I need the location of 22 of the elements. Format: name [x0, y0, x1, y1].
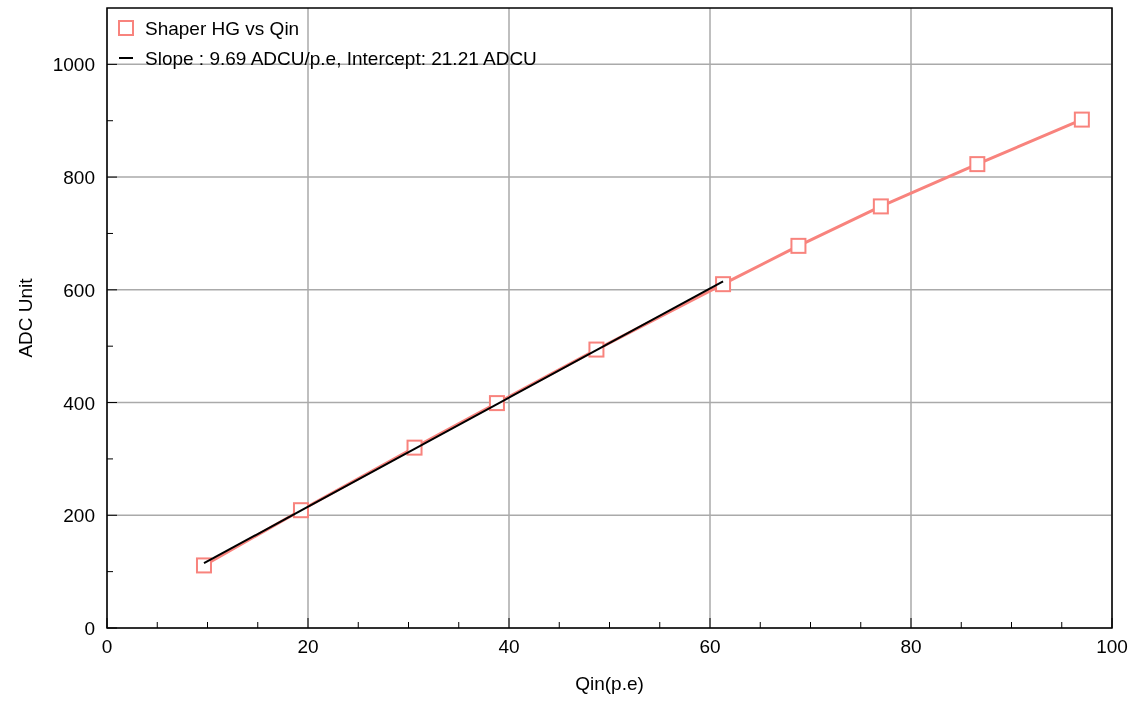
point [715, 276, 732, 293]
x-tick-label: 20 [297, 636, 319, 657]
y-tick-label: 600 [63, 279, 95, 301]
point [790, 237, 807, 254]
legend-label: Slope : 9.69 ADCU/p.e, Intercept: 21.21 ADCU [145, 48, 537, 69]
x-tick-label: 0 [101, 636, 113, 657]
y-tick-label: 0 [84, 618, 95, 639]
point [195, 557, 212, 574]
point [1073, 111, 1090, 128]
point [872, 198, 889, 215]
x-tick-label: 60 [699, 636, 721, 657]
x-tick-label: 40 [498, 636, 520, 657]
y-tick-label: 1000 [52, 54, 95, 76]
x-tick-label: 100 [1096, 636, 1128, 657]
y-axis-title: ADC Unit [15, 277, 36, 358]
legend-label: Shaper HG vs Qin [145, 18, 300, 39]
x-tick-label: 80 [900, 636, 922, 657]
y-tick-label: 200 [63, 505, 95, 527]
point [969, 156, 986, 173]
y-tick-label: 400 [63, 392, 95, 414]
y-tick-label: 800 [63, 167, 95, 189]
x-axis-title: Qin(p.e) [575, 673, 644, 694]
